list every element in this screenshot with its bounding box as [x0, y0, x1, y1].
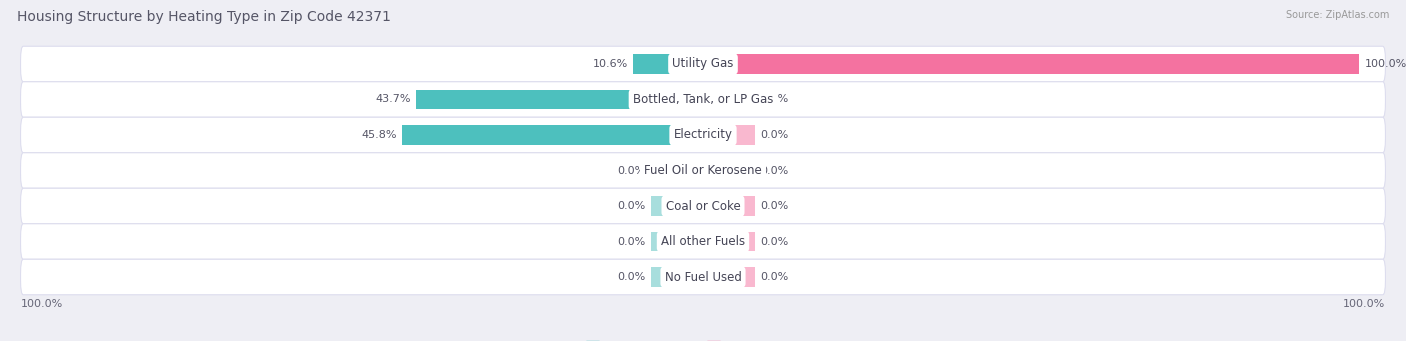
Bar — [703, 267, 755, 287]
Text: 0.0%: 0.0% — [761, 130, 789, 140]
Text: Bottled, Tank, or LP Gas: Bottled, Tank, or LP Gas — [633, 93, 773, 106]
FancyBboxPatch shape — [21, 224, 1385, 259]
Text: 100.0%: 100.0% — [1343, 299, 1385, 309]
Text: 10.6%: 10.6% — [593, 59, 628, 69]
Bar — [634, 54, 703, 74]
Text: 0.0%: 0.0% — [761, 237, 789, 247]
FancyBboxPatch shape — [21, 153, 1385, 188]
Bar — [651, 161, 703, 180]
Bar — [703, 125, 755, 145]
Bar — [651, 267, 703, 287]
Text: 45.8%: 45.8% — [361, 130, 398, 140]
FancyBboxPatch shape — [21, 188, 1385, 224]
Bar — [651, 232, 703, 251]
Text: 100.0%: 100.0% — [1364, 59, 1406, 69]
Text: Electricity: Electricity — [673, 129, 733, 142]
FancyBboxPatch shape — [21, 82, 1385, 117]
Bar — [416, 90, 703, 109]
Bar — [703, 161, 755, 180]
Text: All other Fuels: All other Fuels — [661, 235, 745, 248]
Text: 0.0%: 0.0% — [617, 201, 645, 211]
Text: No Fuel Used: No Fuel Used — [665, 270, 741, 283]
Text: 0.0%: 0.0% — [617, 165, 645, 176]
Bar — [651, 196, 703, 216]
Text: Source: ZipAtlas.com: Source: ZipAtlas.com — [1285, 10, 1389, 20]
Text: 0.0%: 0.0% — [617, 272, 645, 282]
FancyBboxPatch shape — [21, 117, 1385, 153]
Bar — [703, 232, 755, 251]
Text: 0.0%: 0.0% — [761, 165, 789, 176]
Text: Utility Gas: Utility Gas — [672, 58, 734, 71]
Bar — [703, 90, 755, 109]
Text: 0.0%: 0.0% — [761, 94, 789, 104]
Text: 100.0%: 100.0% — [21, 299, 63, 309]
Bar — [402, 125, 703, 145]
Bar — [703, 196, 755, 216]
Text: Housing Structure by Heating Type in Zip Code 42371: Housing Structure by Heating Type in Zip… — [17, 10, 391, 24]
Text: 0.0%: 0.0% — [761, 201, 789, 211]
Text: 0.0%: 0.0% — [617, 237, 645, 247]
Text: Coal or Coke: Coal or Coke — [665, 199, 741, 212]
Text: 43.7%: 43.7% — [375, 94, 411, 104]
Text: 0.0%: 0.0% — [761, 272, 789, 282]
FancyBboxPatch shape — [21, 259, 1385, 295]
Text: Fuel Oil or Kerosene: Fuel Oil or Kerosene — [644, 164, 762, 177]
Bar — [703, 54, 1360, 74]
FancyBboxPatch shape — [21, 46, 1385, 82]
